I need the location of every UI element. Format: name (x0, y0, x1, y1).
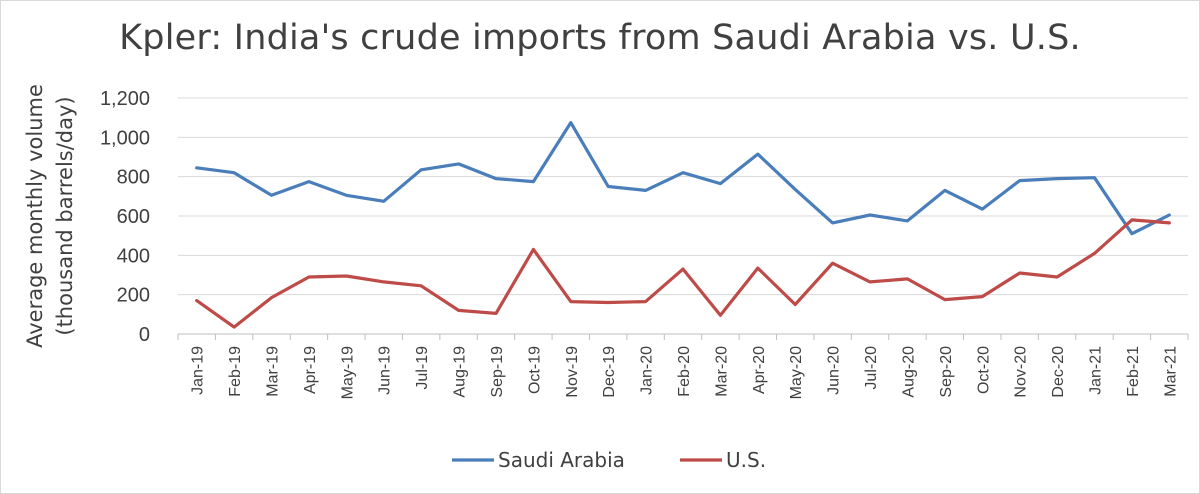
y-axis-label-line: (thousand barrels/day) (53, 96, 77, 335)
y-axis-label: Average monthly volume (thousand barrels/… (23, 84, 77, 348)
y-tick-label: 1,200 (100, 88, 150, 110)
x-tick-label: Aug-19 (452, 346, 469, 398)
chart-title: Kpler: India's crude imports from Saudi … (119, 18, 1081, 58)
x-tick-label: Sep-19 (489, 346, 506, 398)
axes (177, 333, 1189, 340)
x-tick-label: Mar-19 (265, 346, 282, 397)
x-tick-label: May-19 (339, 346, 356, 399)
gridlines (178, 97, 1188, 296)
x-tick-label: Oct-20 (975, 346, 992, 394)
x-tick-label: Aug-20 (900, 346, 917, 398)
legend-label: U.S. (726, 448, 766, 472)
x-tick-label: Sep-20 (938, 346, 955, 398)
y-tick-label: 600 (117, 206, 150, 228)
x-tick-label: Jul-19 (414, 346, 431, 390)
x-axis-ticks: Jan-19 Feb-19 Mar-19 Apr-19 May-19 Jun-19 Jul-… (190, 346, 1180, 399)
x-tick-label: Jul-20 (863, 346, 880, 390)
x-tick-label: Jan-21 (1087, 346, 1104, 395)
y-tick-label: 200 (117, 285, 150, 307)
legend-label: Saudi Arabia (498, 448, 625, 472)
x-tick-label: Nov-19 (564, 346, 581, 398)
y-axis-ticks: 0 200 400 600 800 1,000 1,200 (100, 88, 150, 346)
x-tick-label: Mar-20 (713, 346, 730, 397)
x-tick-label: Apr-19 (302, 346, 319, 394)
series-line-saudi-arabia (195, 120, 1171, 236)
x-tick-label: Feb-19 (227, 346, 244, 397)
x-tick-label: Oct-19 (526, 346, 543, 394)
x-tick-label: Jan-20 (639, 346, 656, 395)
series-lines (195, 120, 1171, 329)
x-tick-label: Dec-19 (601, 346, 618, 398)
y-tick-label: 800 (117, 167, 150, 189)
x-tick-label: Mar-21 (1162, 346, 1179, 397)
x-tick-label: Jan-19 (190, 346, 207, 395)
x-tick-label: Apr-20 (751, 346, 768, 394)
x-tick-label: Jun-20 (826, 346, 843, 395)
y-tick-label: 1,000 (100, 127, 150, 149)
series-line-u-s (195, 218, 1171, 329)
y-tick-label: 0 (139, 324, 150, 346)
legend: Saudi Arabia U.S. (452, 448, 766, 472)
x-tick-label: Dec-20 (1050, 346, 1067, 398)
x-tick-label: May-20 (788, 346, 805, 399)
x-tick-label: Feb-21 (1125, 346, 1142, 397)
x-tick-label: Nov-20 (1013, 346, 1030, 398)
y-tick-label: 400 (117, 245, 150, 267)
x-tick-label: Jun-19 (377, 346, 394, 395)
y-axis-label-line: Average monthly volume (23, 84, 47, 348)
x-tick-label: Feb-20 (676, 346, 693, 397)
